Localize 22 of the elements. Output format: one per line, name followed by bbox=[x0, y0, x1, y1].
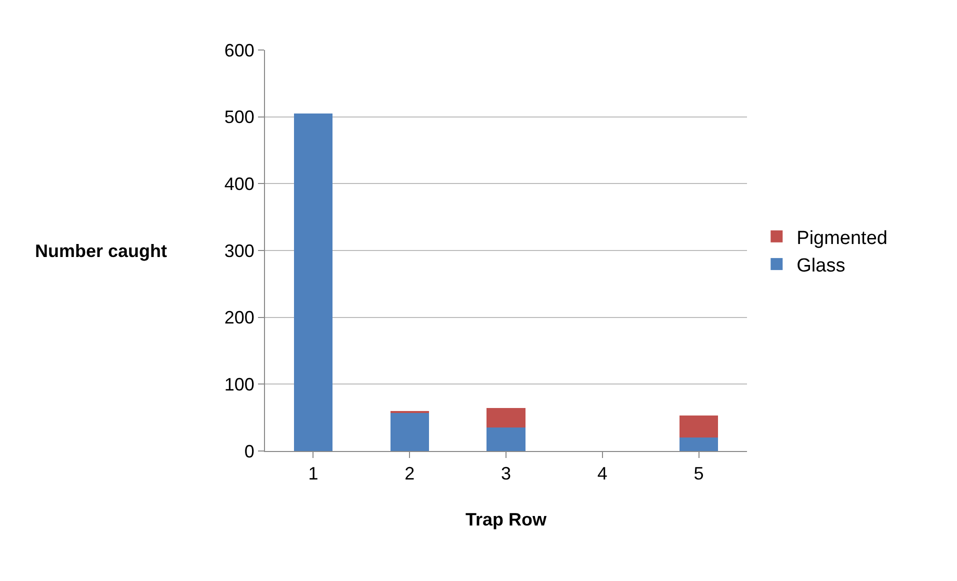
legend-label: Pigmented bbox=[796, 228, 888, 249]
x-tick-label: 3 bbox=[500, 464, 512, 484]
bar bbox=[486, 428, 526, 451]
y-tick-label: 100 bbox=[224, 374, 254, 394]
bar bbox=[680, 438, 718, 451]
y-tick-label: 500 bbox=[224, 107, 254, 128]
bar bbox=[680, 416, 718, 438]
x-tick-label: 4 bbox=[597, 464, 608, 484]
x-axis-title: Trap Row bbox=[465, 510, 548, 530]
bar bbox=[486, 408, 526, 428]
bar bbox=[294, 113, 332, 451]
x-tick-label: 5 bbox=[694, 464, 704, 484]
y-tick-label: 200 bbox=[224, 308, 254, 328]
bar bbox=[390, 412, 429, 451]
x-tick-label: 1 bbox=[308, 464, 318, 484]
y-tick-label: 0 bbox=[244, 441, 254, 462]
y-tick-label: 600 bbox=[224, 40, 254, 60]
x-tick-label: 2 bbox=[404, 464, 415, 484]
y-tick-label: 400 bbox=[224, 174, 254, 194]
y-tick-label: 300 bbox=[224, 240, 254, 261]
legend-label: Glass bbox=[796, 255, 846, 276]
y-axis-title: Number caught bbox=[35, 241, 168, 261]
